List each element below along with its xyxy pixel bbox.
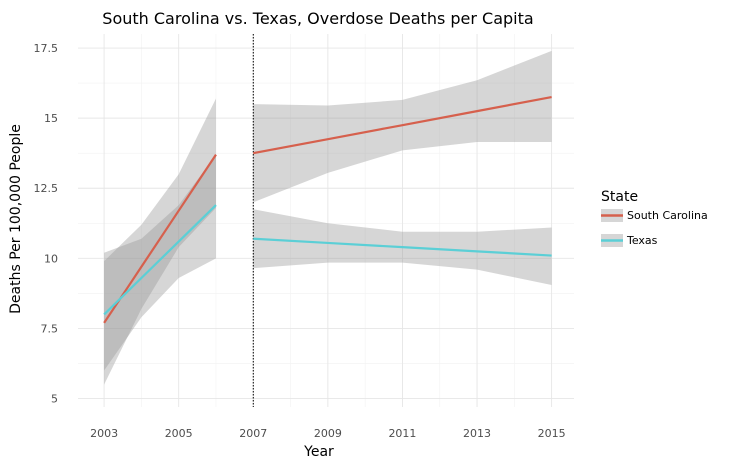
y-tick-label: 5 [51, 393, 58, 406]
legend-label: Texas [626, 234, 658, 247]
confidence-ribbon [104, 154, 216, 371]
x-tick-label: 2011 [388, 427, 416, 440]
x-axis-title: Year [303, 444, 334, 460]
y-tick-label: 10 [44, 252, 58, 265]
legend-items: South Carolina Texas [601, 209, 708, 247]
series-lines [103, 96, 552, 324]
x-axis-tick-labels: 2003 2005 2007 2009 2011 2013 2015 [90, 427, 566, 440]
chart-title: South Carolina vs. Texas, Overdose Death… [102, 9, 533, 28]
y-tick-label: 7.5 [41, 322, 59, 335]
legend-title: State [601, 189, 638, 205]
series-line [253, 237, 552, 257]
x-tick-label: 2005 [165, 427, 193, 440]
minor-gridlines [78, 34, 574, 407]
y-tick-label: 12.5 [34, 182, 59, 195]
y-tick-label: 15 [44, 112, 58, 125]
legend: State South Carolina Texas [601, 189, 708, 247]
confidence-ribbon [104, 98, 216, 385]
x-tick-label: 2013 [463, 427, 491, 440]
x-tick-label: 2009 [314, 427, 342, 440]
y-axis-tick-labels: 5 7.5 10 12.5 15 17.5 [34, 42, 59, 406]
y-axis-title: Deaths Per 100,000 People [8, 124, 24, 314]
x-tick-label: 2003 [90, 427, 118, 440]
confidence-ribbon [253, 50, 552, 203]
series-line [253, 96, 552, 155]
series-line [103, 204, 217, 316]
legend-label: South Carolina [627, 209, 708, 222]
y-tick-label: 17.5 [34, 42, 59, 55]
x-tick-label: 2015 [538, 427, 566, 440]
x-tick-label: 2007 [239, 427, 267, 440]
